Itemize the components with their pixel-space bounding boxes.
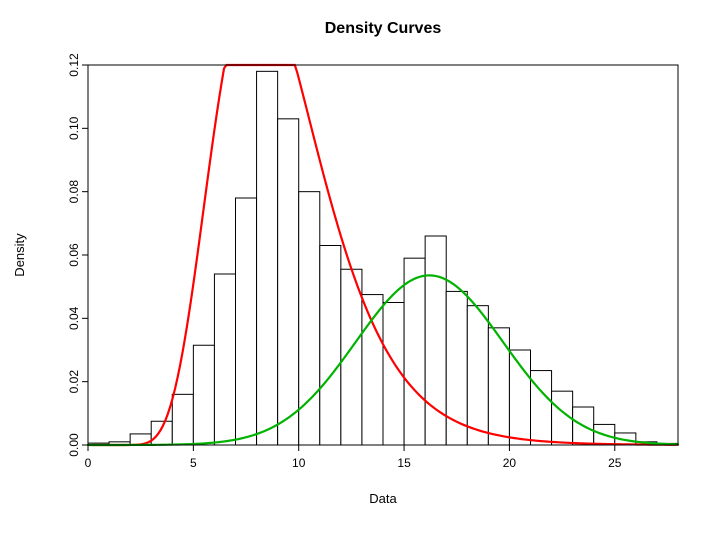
x-tick-label: 15: [397, 456, 411, 470]
chart-title: Density Curves: [325, 20, 442, 37]
y-tick-label: 0.04: [67, 306, 81, 330]
y-tick-label: 0.06: [67, 243, 81, 267]
x-tick-label: 25: [608, 456, 622, 470]
x-tick-label: 20: [503, 456, 517, 470]
chart-container: Density Curves Data Density 0 5 10 15 20 25 0…: [0, 0, 722, 556]
histogram-bar: [151, 421, 172, 445]
histogram-bar: [278, 119, 299, 445]
y-tick-label: 0.10: [67, 116, 81, 140]
y-tick-label: 0.00: [67, 433, 81, 457]
y-axis: 0.00 0.02 0.04 0.06 0.08 0.10 0.12: [67, 53, 88, 457]
histogram-bar: [404, 258, 425, 445]
histogram-bar: [320, 246, 341, 446]
x-tick-label: 10: [292, 456, 306, 470]
histogram-bar: [467, 306, 488, 445]
y-tick-label: 0.02: [67, 370, 81, 394]
histogram-bar: [257, 71, 278, 445]
density-chart: Density Curves Data Density 0 5 10 15 20 25 0…: [0, 0, 722, 556]
x-tick-label: 0: [85, 456, 92, 470]
histogram-bar: [236, 198, 257, 445]
histogram-bar: [362, 295, 383, 445]
y-axis-label: Density: [12, 233, 27, 277]
histogram-bar: [172, 394, 193, 445]
x-tick-label: 5: [190, 456, 197, 470]
y-tick-label: 0.08: [67, 180, 81, 204]
histogram-bars: [88, 71, 678, 445]
x-axis: 0 5 10 15 20 25: [85, 445, 622, 470]
histogram-bar: [193, 345, 214, 445]
histogram-bar: [214, 274, 235, 445]
x-axis-label: Data: [369, 491, 397, 506]
y-tick-label: 0.12: [67, 53, 81, 77]
